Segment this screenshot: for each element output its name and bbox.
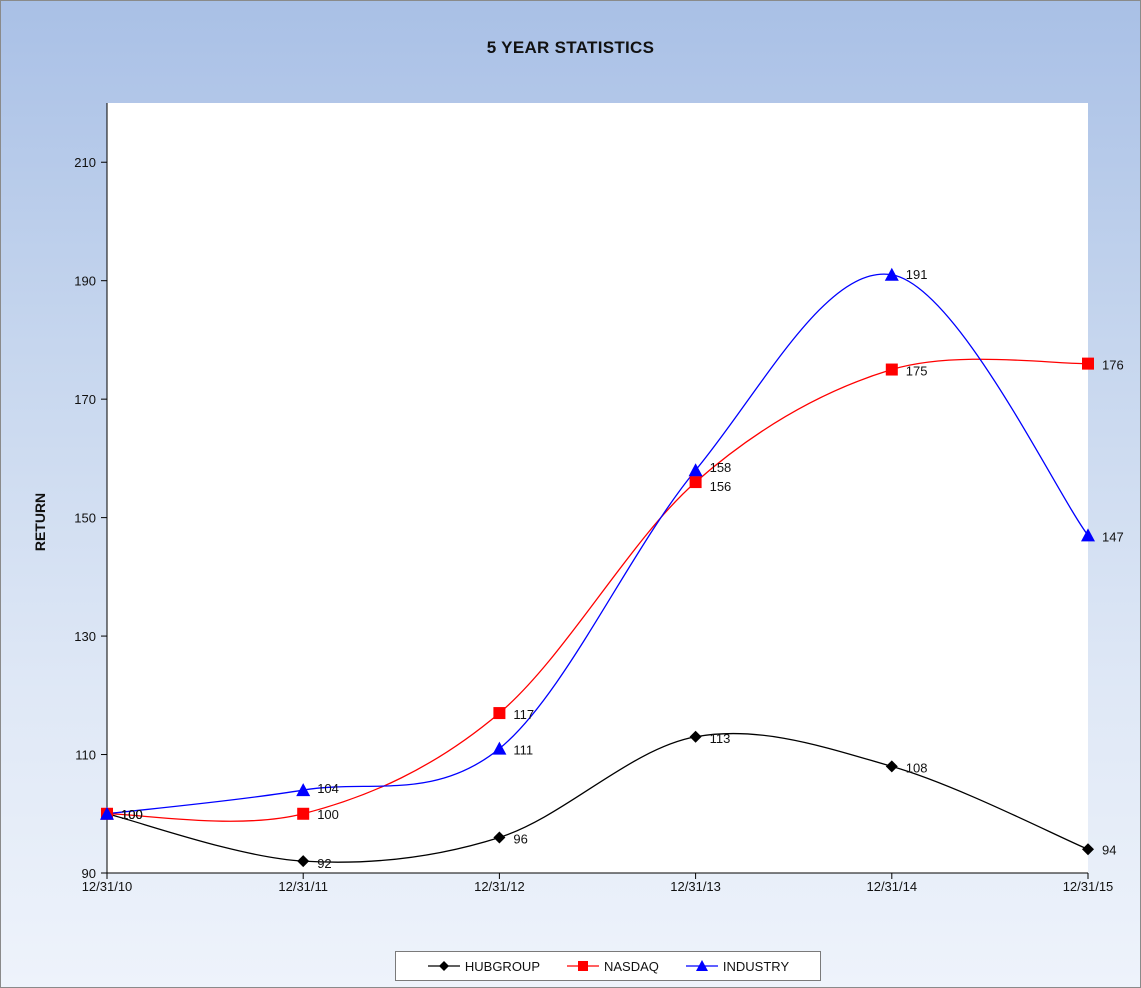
legend-label: NASDAQ [604,958,659,974]
data-point-nasdaq [1082,357,1094,370]
data-point-industry [1081,528,1095,542]
series-markers [100,267,1095,868]
y-tick-label: 210 [74,155,96,170]
legend-swatch-nasdaq [567,961,599,971]
data-label-nasdaq: 176 [1102,358,1124,373]
legend-label: INDUSTRY [722,958,790,974]
data-label-industry: 104 [317,781,339,796]
data-point-nasdaq [885,363,898,376]
legend: HUBGROUP NASDAQ INDUSTRY [395,951,821,981]
data-label-nasdaq: 156 [710,479,732,494]
data-label-hubgroup: 113 [710,731,731,746]
data-label-industry: 191 [906,267,928,282]
data-point-industry [688,463,703,477]
data-label-industry: 147 [1102,529,1124,544]
data-point-hubgroup [885,760,898,773]
x-tick-label: 12/31/10 [82,879,133,894]
y-tick-label: 110 [75,748,96,763]
y-tick-label: 90 [82,866,96,881]
data-point-hubgroup [493,831,506,844]
y-tick-label: 170 [74,392,96,407]
legend-item-nasdaq: NASDAQ [566,959,659,974]
data-label-nasdaq: 100 [121,807,143,822]
y-tick-label: 130 [74,629,96,644]
data-point-industry [884,267,899,281]
x-tick-label: 12/31/15 [1063,879,1114,894]
x-tick-label: 12/31/14 [866,879,917,894]
data-label-industry: 111 [513,743,533,758]
data-label-nasdaq: 117 [513,707,534,722]
data-label-hubgroup: 100 [121,807,143,822]
legend-item-hubgroup: HUBGROUP [427,959,540,974]
data-label-industry: 100 [121,807,143,822]
data-point-hubgroup [297,855,310,868]
y-tick-label: 190 [74,274,96,289]
data-label-hubgroup: 94 [1102,842,1116,857]
legend-swatch-industry [685,960,718,971]
data-label-hubgroup: 96 [513,831,527,846]
data-point-industry [492,741,507,755]
x-axis-ticks: 12/31/10 12/31/11 12/31/12 12/31/13 12/31/14… [82,873,1114,894]
data-label-hubgroup: 108 [906,760,928,775]
data-point-nasdaq [493,707,506,720]
data-point-hubgroup [1082,843,1094,856]
chart-title: 5 YEAR STATISTICS [486,38,655,57]
y-axis-ticks: 90 110 130 150 170 190 210 [74,155,107,881]
x-tick-label: 12/31/13 [670,879,721,894]
data-point-nasdaq [297,807,310,820]
x-tick-label: 12/31/11 [278,879,328,894]
legend-label: HUBGROUP [464,958,540,974]
legend-swatch-hubgroup [427,961,460,971]
data-label-industry: 158 [710,460,732,475]
series-line-nasdaq [106,358,1089,822]
data-label-nasdaq: 175 [906,364,928,379]
data-point-industry [296,783,311,797]
plot-area [107,103,1088,873]
series-line-hubgroup [106,732,1089,863]
data-point-industry [100,806,114,820]
data-label-hubgroup: 92 [317,856,331,871]
data-label-nasdaq: 100 [317,807,339,822]
y-tick-label: 150 [74,511,96,526]
x-tick-label: 12/31/12 [474,879,525,894]
data-point-nasdaq [689,476,702,489]
data-point-hubgroup [689,730,702,743]
legend-item-industry: INDUSTRY [685,959,789,974]
